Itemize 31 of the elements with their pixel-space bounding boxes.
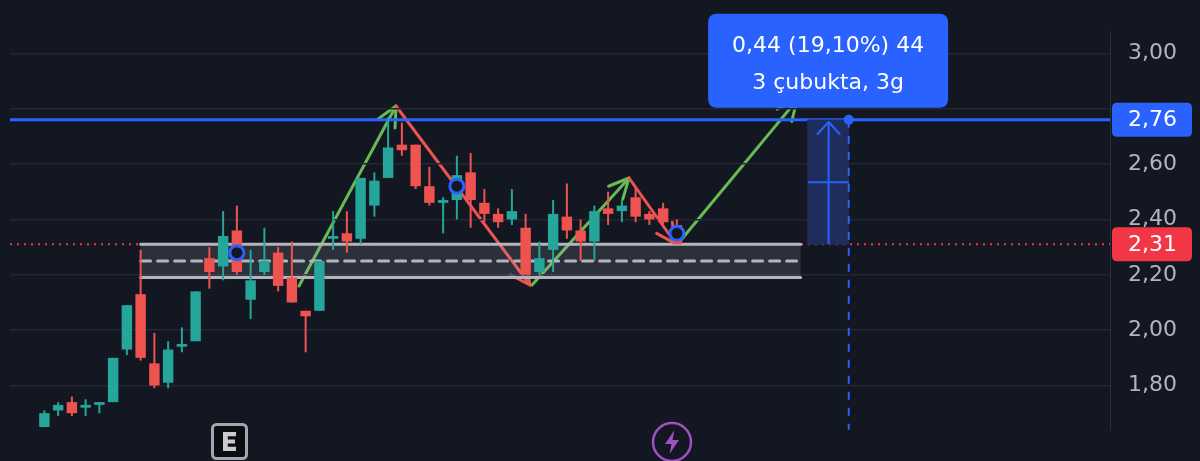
candlestick bbox=[657, 201, 669, 226]
candlestick bbox=[327, 210, 339, 251]
y-tick-label: 2,00 bbox=[1128, 315, 1177, 341]
annotation: 0,44 (19,10%) 44 3 çubukta, 3g bbox=[732, 32, 925, 94]
candlestick bbox=[437, 196, 449, 235]
candlestick bbox=[479, 187, 490, 224]
candlestick bbox=[424, 165, 435, 207]
y-tick-label: 2,40 bbox=[1128, 205, 1177, 231]
y-tick-label: 2,20 bbox=[1128, 260, 1177, 286]
candlestick bbox=[602, 190, 614, 226]
candlestick bbox=[259, 226, 270, 276]
candlestick bbox=[204, 246, 215, 290]
candlestick bbox=[300, 309, 311, 354]
candlestick bbox=[149, 331, 160, 390]
candlestick bbox=[534, 240, 545, 276]
candlestick bbox=[341, 210, 353, 254]
candlestick bbox=[630, 185, 641, 224]
candlestick bbox=[245, 248, 256, 321]
ref-line-label: 2,76 bbox=[1128, 106, 1177, 132]
point bbox=[228, 244, 246, 262]
y-tick-label: 1,80 bbox=[1128, 371, 1177, 397]
y-tick-label: 2,60 bbox=[1128, 149, 1177, 175]
candlestick bbox=[561, 182, 573, 240]
candlestick bbox=[492, 207, 504, 229]
candlestick bbox=[575, 218, 586, 262]
ref-line-label: 2,31 bbox=[1128, 231, 1177, 257]
y-tick-label: 3,00 bbox=[1128, 39, 1177, 65]
candlestick bbox=[66, 395, 78, 417]
candlestick bbox=[506, 187, 518, 226]
point bbox=[448, 177, 466, 195]
candlestick bbox=[176, 326, 188, 354]
